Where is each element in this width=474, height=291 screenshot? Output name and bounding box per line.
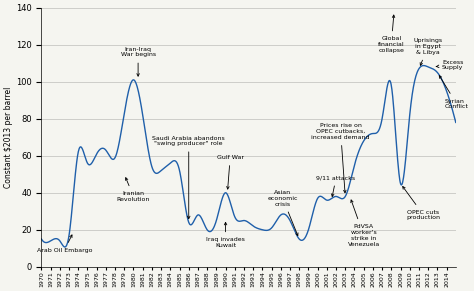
Text: Saudi Arabia abandons
"swing producer" role: Saudi Arabia abandons "swing producer" r…: [152, 136, 225, 219]
Text: PdVSA
worker's
strike in
Venezuela: PdVSA worker's strike in Venezuela: [347, 200, 380, 246]
Text: Iranian
Revolution: Iranian Revolution: [117, 178, 150, 202]
Text: Excess
Supply: Excess Supply: [436, 60, 463, 70]
Text: Syrian
Conflict: Syrian Conflict: [439, 76, 469, 109]
Text: Asian
economic
crisis: Asian economic crisis: [267, 190, 298, 236]
Text: Iraq invades
Kuwait: Iraq invades Kuwait: [206, 222, 245, 248]
Text: Gulf War: Gulf War: [217, 155, 244, 189]
Text: Prices rise on
OPEC cutbacks,
increased demand: Prices rise on OPEC cutbacks, increased …: [311, 123, 370, 193]
Text: Iran-Iraq
War begins: Iran-Iraq War begins: [120, 47, 155, 76]
Text: Global
financial
collapse: Global financial collapse: [378, 15, 405, 53]
Text: OPEC cuts
production: OPEC cuts production: [403, 187, 440, 220]
Text: 9/11 attacks: 9/11 attacks: [317, 175, 356, 196]
Text: Uprisings
in Egypt
& Libya: Uprisings in Egypt & Libya: [414, 38, 443, 65]
Text: Arab Oil Embargo: Arab Oil Embargo: [36, 235, 92, 253]
Y-axis label: Constant $2013 per barrel: Constant $2013 per barrel: [4, 86, 13, 188]
